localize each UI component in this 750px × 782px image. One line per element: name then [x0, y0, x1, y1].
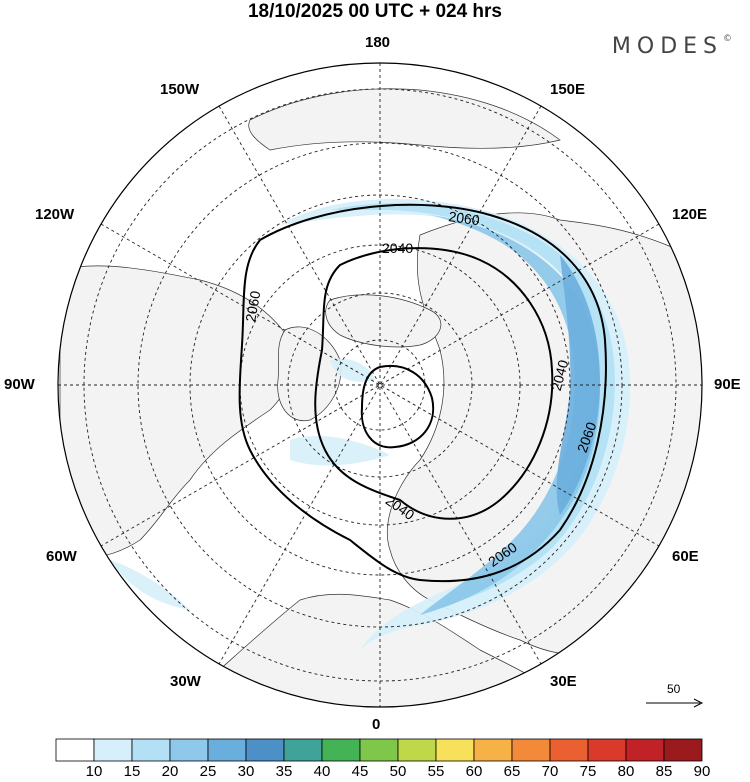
colorbar-label: 60 [465, 763, 483, 780]
logo-mark: © [723, 34, 732, 44]
logo-text: MODES [611, 34, 723, 59]
colorbar-swatch [169, 738, 209, 762]
lon-label-30e: 30E [550, 673, 577, 690]
colorbar-swatch [435, 738, 475, 762]
colorbar-swatch [93, 738, 133, 762]
contour-label: 2040 [548, 358, 572, 392]
colorbar-label: 55 [427, 763, 445, 780]
colorbar-swatch [55, 738, 95, 762]
colorbar-swatch [245, 738, 285, 762]
contour-label: 2060 [242, 289, 263, 323]
height-contours [238, 203, 607, 583]
colorbar-label: 35 [275, 763, 293, 780]
graticule [58, 63, 702, 707]
colorbar-swatch [511, 738, 551, 762]
lon-label-60w: 60W [46, 548, 77, 565]
colorbar-label: 40 [313, 763, 331, 780]
lon-label-120e: 120E [672, 206, 708, 223]
colorbar-swatch [625, 738, 665, 762]
lon-label-150e: 150E [550, 81, 586, 98]
lon-label-90e: 90E [714, 376, 741, 393]
colorbar-swatch [283, 738, 323, 762]
lon-label-180: 180 [365, 34, 391, 51]
colorbar-swatch [663, 738, 703, 762]
colorbar-swatch [131, 738, 171, 762]
colorbar-swatch [549, 738, 589, 762]
colorbar-label: 65 [503, 763, 521, 780]
colorbar-swatch [587, 738, 627, 762]
contour-label: 2060 [448, 208, 481, 228]
colorbar-label: 80 [617, 763, 635, 780]
colorbar-swatch [359, 738, 399, 762]
map-title: 18/10/2025 00 UTC + 024 hrs [247, 1, 503, 22]
polar-map: 2060 2040 2060 2040 2040 2060 2060 [57, 62, 703, 708]
colorbar-label: 15 [123, 763, 141, 780]
colorbar-swatch [397, 738, 437, 762]
lon-label-0: 0 [372, 716, 381, 733]
colorbar-label: 75 [579, 763, 597, 780]
map-border [57, 62, 703, 708]
lon-label-30w: 30W [170, 673, 201, 690]
colorbar-label: 10 [85, 763, 103, 780]
lon-label-90w: 90W [4, 376, 35, 393]
colorbar-label: 50 [389, 763, 407, 780]
modes-logo: MODES© [612, 34, 732, 59]
lon-label-150w: 150W [160, 81, 200, 98]
colorbar [55, 738, 703, 762]
colorbar-label: 85 [655, 763, 673, 780]
lon-label-120w: 120W [35, 206, 75, 223]
colorbar-label: 90 [693, 763, 711, 780]
lon-label-60e: 60E [672, 548, 699, 565]
wind-scale-label: 50 [667, 682, 681, 696]
colorbar-label: 70 [541, 763, 559, 780]
colorbar-swatch [473, 738, 513, 762]
colorbar-swatch [207, 738, 247, 762]
colorbar-label: 20 [161, 763, 179, 780]
contour-label: 2040 [382, 240, 413, 256]
wind-scale-arrow [646, 698, 704, 708]
colorbar-label: 25 [199, 763, 217, 780]
colorbar-label: 45 [351, 763, 369, 780]
colorbar-label: 30 [237, 763, 255, 780]
colorbar-swatch [321, 738, 361, 762]
